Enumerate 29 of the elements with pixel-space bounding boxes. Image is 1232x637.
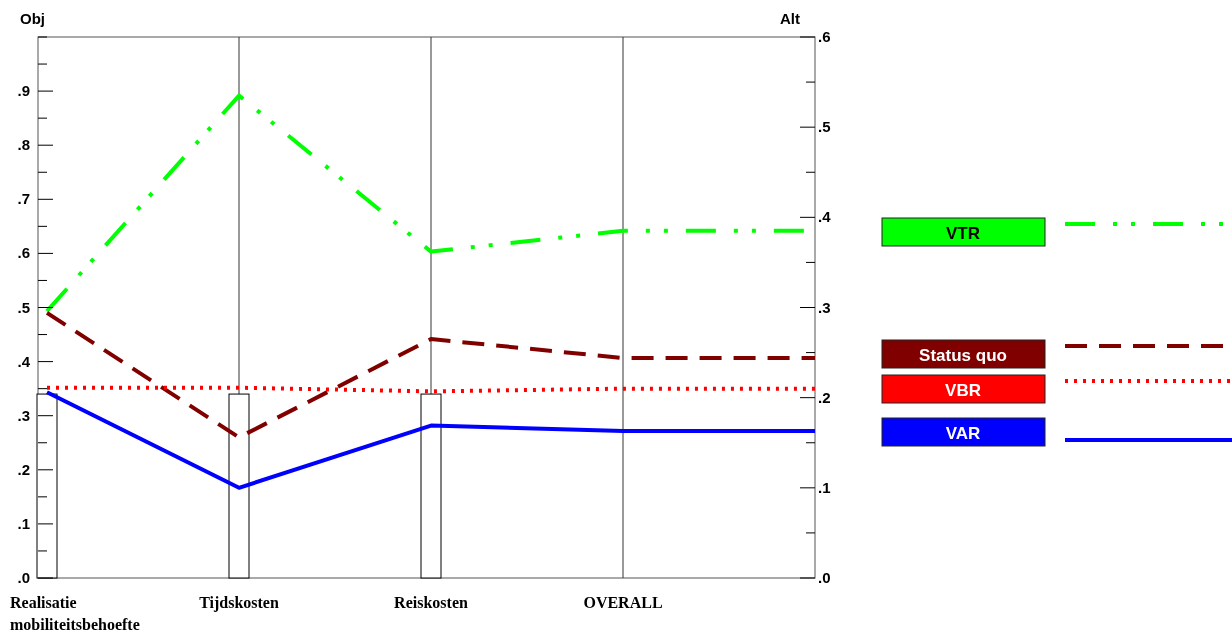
- text: VTR: [946, 224, 980, 243]
- y-tick-label: .6: [17, 244, 30, 262]
- y2-tick-label: .0: [818, 569, 831, 586]
- text: VAR: [945, 424, 981, 443]
- x-tick-label: Tijdskosten: [199, 594, 279, 612]
- line-series: [45, 310, 817, 440]
- text: VBR: [945, 381, 981, 400]
- y-tick-label: .3: [17, 406, 30, 424]
- y-tick-label: .5: [17, 298, 30, 316]
- y2-axis-title: Alt: [780, 10, 800, 27]
- text: Status quo: [919, 346, 1007, 365]
- y2-tick-label: .5: [818, 118, 831, 136]
- y2-tick-label: .4: [818, 208, 832, 226]
- line-series: [45, 390, 817, 490]
- y2-tick-label: .6: [818, 28, 831, 45]
- y-tick-label: .8: [17, 136, 30, 154]
- y-tick-label: .2: [17, 460, 30, 478]
- x-tick-label: OVERALL: [583, 594, 663, 611]
- y-tick-label: .4: [17, 352, 31, 370]
- x-tick-label: Realisatie mobiliteitsbehoefte: [10, 594, 140, 633]
- y-tick-label: .1: [17, 514, 30, 532]
- x-tick-label: Reiskosten: [394, 594, 468, 611]
- y2-tick-label: .3: [818, 298, 831, 316]
- y-tick-label: .7: [17, 190, 30, 208]
- y2-tick-label: .1: [818, 478, 831, 496]
- y-tick-label: .9: [17, 82, 30, 100]
- y2-tick-label: .2: [818, 388, 831, 406]
- y-axis-title: Obj: [20, 10, 45, 27]
- y-tick-label: .0: [17, 569, 30, 586]
